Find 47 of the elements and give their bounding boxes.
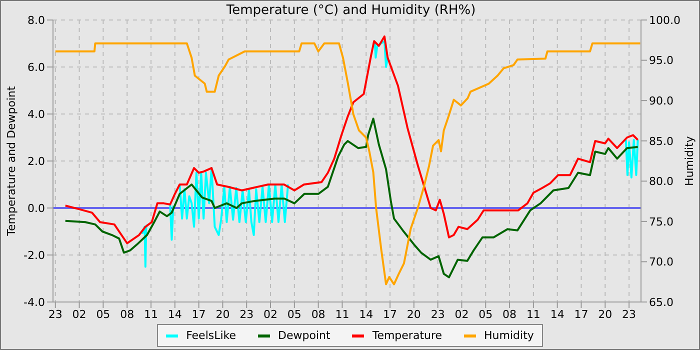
y-tick-label: 4.0	[28, 108, 45, 121]
x-tick-label: 23	[430, 308, 445, 321]
x-tick-label: 14	[359, 308, 374, 321]
x-tick-label: 17	[383, 308, 398, 321]
legend-label: Humidity	[484, 329, 534, 342]
x-tick-label: 05	[96, 308, 110, 321]
x-tick-label: 23	[622, 308, 636, 321]
legend-label: Dewpoint	[278, 329, 330, 342]
x-tick-label: 20	[216, 308, 230, 321]
x-tick-label: 02	[264, 308, 278, 321]
y2-tick-label: 85.0	[649, 134, 674, 148]
x-tick-label: 11	[335, 308, 350, 321]
y2-tick-label: 80.0	[649, 175, 674, 188]
y-tick-label: 0.0	[28, 202, 45, 215]
y2-axis-title: Humidity	[682, 136, 696, 186]
y2-tick-label: 65.0	[649, 296, 674, 309]
y2-tick-label: 75.0	[649, 215, 674, 228]
x-tick-label: 11	[526, 308, 540, 321]
x-tick-label: 20	[598, 308, 612, 321]
x-tick-label: 17	[192, 308, 206, 321]
y-tick-label: -4.0	[24, 296, 45, 309]
y-tick-label: -2.0	[24, 248, 45, 262]
y2-tick-label: 95.0	[649, 54, 674, 68]
y2-tick-label: 70.0	[649, 256, 674, 269]
x-tick-label: 08	[120, 308, 134, 321]
legend-label: FeelsLike	[186, 329, 236, 342]
y-axis-title: Temperature and Dewpoint	[4, 85, 18, 237]
x-tick-label: 02	[72, 308, 86, 321]
x-tick-label: 08	[502, 308, 517, 321]
x-tick-label: 11	[144, 308, 158, 321]
y-tick-label: 8.0	[28, 14, 45, 27]
x-tick-label: 20	[406, 308, 421, 321]
x-tick-label: 14	[550, 308, 564, 321]
chart-title: Temperature (°C) and Humidity (RH%)	[226, 3, 476, 18]
y-tick-label: 6.0	[28, 60, 45, 74]
y-tick-label: 2.0	[28, 154, 45, 168]
x-tick-label: 02	[454, 308, 469, 321]
y2-tick-label: 100.0	[649, 14, 680, 27]
y2-tick-label: 90.0	[649, 94, 674, 108]
x-tick-label: 05	[478, 308, 493, 321]
x-tick-label: 14	[168, 308, 182, 321]
x-tick-label: 23	[240, 308, 254, 321]
x-tick-label: 05	[287, 308, 302, 321]
x-tick-label: 17	[574, 308, 588, 321]
x-tick-label: 23	[48, 308, 62, 321]
x-tick-label: 08	[311, 308, 326, 321]
legend-label: Temperature	[372, 329, 442, 342]
